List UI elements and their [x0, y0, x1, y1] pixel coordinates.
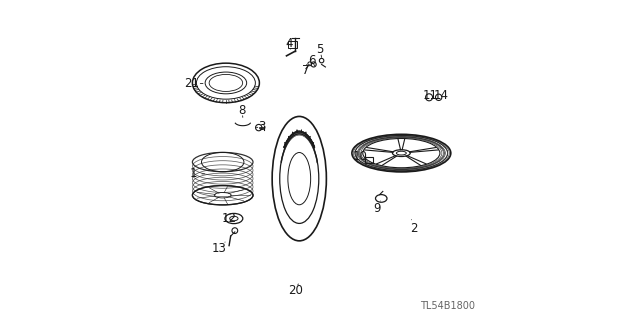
Text: 8: 8 — [238, 104, 246, 116]
Text: TL54B1800: TL54B1800 — [420, 301, 475, 311]
Text: 11: 11 — [422, 89, 438, 102]
Text: 12: 12 — [221, 212, 237, 225]
Text: 4: 4 — [285, 37, 293, 49]
Text: 6: 6 — [308, 54, 316, 67]
Text: 10: 10 — [353, 150, 367, 163]
Bar — [365, 157, 372, 163]
Text: 7: 7 — [302, 64, 309, 77]
Text: 21: 21 — [184, 77, 199, 90]
Text: 2: 2 — [410, 222, 417, 234]
Text: 5: 5 — [316, 43, 324, 56]
Text: 3: 3 — [259, 120, 266, 132]
Text: 1: 1 — [189, 167, 197, 180]
Text: 14: 14 — [434, 89, 449, 102]
Text: 20: 20 — [288, 284, 303, 297]
Text: 9: 9 — [374, 203, 381, 215]
Text: 13: 13 — [212, 242, 227, 255]
